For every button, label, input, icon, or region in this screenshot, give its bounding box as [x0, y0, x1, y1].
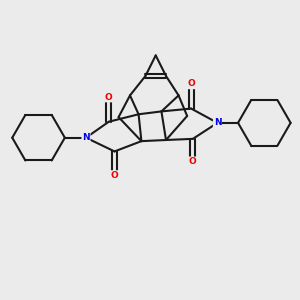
- Text: O: O: [187, 80, 195, 88]
- Text: O: O: [189, 157, 197, 166]
- Text: O: O: [111, 171, 119, 180]
- Text: O: O: [105, 93, 113, 102]
- Text: N: N: [214, 118, 221, 127]
- Text: N: N: [82, 133, 90, 142]
